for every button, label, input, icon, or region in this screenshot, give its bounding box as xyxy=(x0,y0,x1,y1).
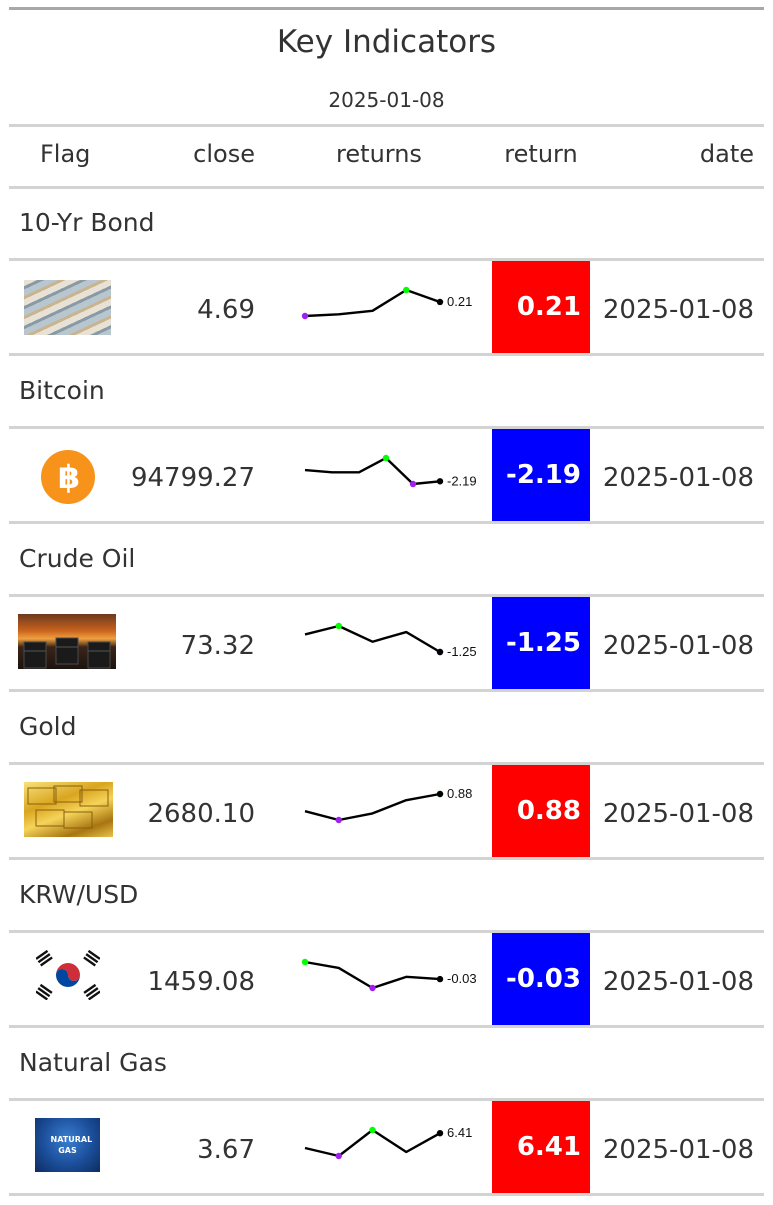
return-badge: -1.25 xyxy=(492,597,590,689)
natural-gas-caption: NATURAL GAS xyxy=(50,1135,93,1155)
sparkline-path xyxy=(304,792,441,822)
close-value: 1459.08 xyxy=(147,967,255,997)
return-badge: -0.03 xyxy=(492,933,590,1025)
group-rule xyxy=(9,426,764,429)
return-badge: 0.21 xyxy=(492,261,590,353)
sparkline-max-point xyxy=(335,622,342,630)
oil-barrels-icon xyxy=(18,614,116,669)
sparkline-last-label: -0.03 xyxy=(447,971,477,986)
date-value: 2025-01-08 xyxy=(602,1135,754,1165)
date-value: 2025-01-08 xyxy=(602,799,754,829)
sparkline-last-label: 6.41 xyxy=(447,1125,472,1140)
header-bottom-rule xyxy=(9,186,764,189)
close-value: 4.69 xyxy=(197,295,255,325)
group-rule xyxy=(9,762,764,765)
date-value: 2025-01-08 xyxy=(602,967,754,997)
sparkline-path xyxy=(304,456,441,486)
group-label: Natural Gas xyxy=(19,1048,167,1077)
group-label: Crude Oil xyxy=(19,544,136,573)
sparkline-min-point xyxy=(301,312,309,320)
page-title: Key Indicators xyxy=(276,24,497,60)
group-rule xyxy=(9,258,764,261)
sparkline-last-point xyxy=(436,1129,444,1137)
header-top-rule xyxy=(9,124,764,127)
sparkline-4: -0.03 xyxy=(301,958,477,992)
group-label: 10-Yr Bond xyxy=(19,208,155,237)
sparkline-path xyxy=(304,960,441,990)
col-header-date: date xyxy=(699,140,754,168)
col-header-return: return xyxy=(504,140,578,168)
sparkline-path xyxy=(304,288,441,318)
sparkline-1: -2.19 xyxy=(304,454,477,488)
sparkline-min-point xyxy=(335,816,342,824)
group-label: Bitcoin xyxy=(19,376,105,405)
sparkline-3: 0.88 xyxy=(304,786,472,824)
sparkline-last-point xyxy=(436,648,444,656)
return-badge: -2.19 xyxy=(492,429,590,521)
return-value: -2.19 xyxy=(506,460,581,490)
sparkline-last-label: -2.19 xyxy=(447,473,477,488)
return-value: -0.03 xyxy=(506,964,581,994)
row-bottom-rule xyxy=(9,1025,764,1028)
row-bottom-rule xyxy=(9,353,764,356)
close-value: 3.67 xyxy=(197,1135,255,1165)
close-value: 94799.27 xyxy=(130,463,255,493)
sparkline-max-point xyxy=(301,958,309,966)
sparkline-max-point xyxy=(369,1126,376,1134)
close-value: 73.32 xyxy=(180,631,255,661)
sparkline-2: -1.25 xyxy=(304,622,477,659)
col-header-returns: returns xyxy=(336,140,422,168)
row-bottom-rule xyxy=(9,521,764,524)
bond-certificates-icon xyxy=(24,280,111,335)
col-header-close: close xyxy=(193,140,255,168)
sparkline-max-point xyxy=(382,454,390,462)
group-rule xyxy=(9,930,764,933)
svg-text:฿: ฿ xyxy=(58,458,80,496)
sparkline-last-label: 0.88 xyxy=(447,786,472,801)
return-value: 0.21 xyxy=(516,292,581,322)
sparkline-0: 0.21 xyxy=(301,286,472,320)
row-bottom-rule xyxy=(9,857,764,860)
close-value: 2680.10 xyxy=(147,799,255,829)
return-badge: 0.88 xyxy=(492,765,590,857)
page-subtitle: 2025-01-08 xyxy=(328,88,445,112)
date-value: 2025-01-08 xyxy=(602,295,754,325)
sparkline-last-point xyxy=(436,790,444,798)
sparkline-last-point xyxy=(436,478,444,485)
return-value: 6.41 xyxy=(516,1132,581,1162)
sparkline-path xyxy=(304,1128,441,1158)
sparkline-min-point xyxy=(335,1152,342,1160)
sparkline-path xyxy=(304,624,441,654)
return-value: 0.88 xyxy=(516,796,581,826)
natural-gas-icon: NATURAL GAS xyxy=(35,1118,100,1172)
group-rule xyxy=(9,1098,764,1101)
sparkline-min-point xyxy=(409,480,417,488)
return-badge: 6.41 xyxy=(492,1101,590,1193)
sparkline-last-point xyxy=(436,975,444,983)
row-bottom-rule xyxy=(9,689,764,692)
date-value: 2025-01-08 xyxy=(602,463,754,493)
bitcoin-logo-icon: ฿ xyxy=(40,449,96,505)
date-value: 2025-01-08 xyxy=(602,631,754,661)
row-bottom-rule xyxy=(9,1193,764,1196)
sparkline-last-point xyxy=(436,298,444,306)
group-label: Gold xyxy=(19,712,77,741)
sparkline-last-label: 0.21 xyxy=(447,294,472,309)
sparkline-last-label: -1.25 xyxy=(447,644,477,659)
group-label: KRW/USD xyxy=(19,880,139,909)
group-rule xyxy=(9,594,764,597)
sparkline-min-point xyxy=(369,984,376,992)
sparkline-5: 6.41 xyxy=(304,1125,472,1160)
gold-bars-icon xyxy=(24,782,113,837)
south-korea-flag-icon xyxy=(36,950,100,1000)
table-top-rule xyxy=(9,7,764,10)
return-value: -1.25 xyxy=(506,628,581,658)
col-header-flag: Flag xyxy=(40,140,91,168)
sparkline-max-point xyxy=(403,286,410,294)
